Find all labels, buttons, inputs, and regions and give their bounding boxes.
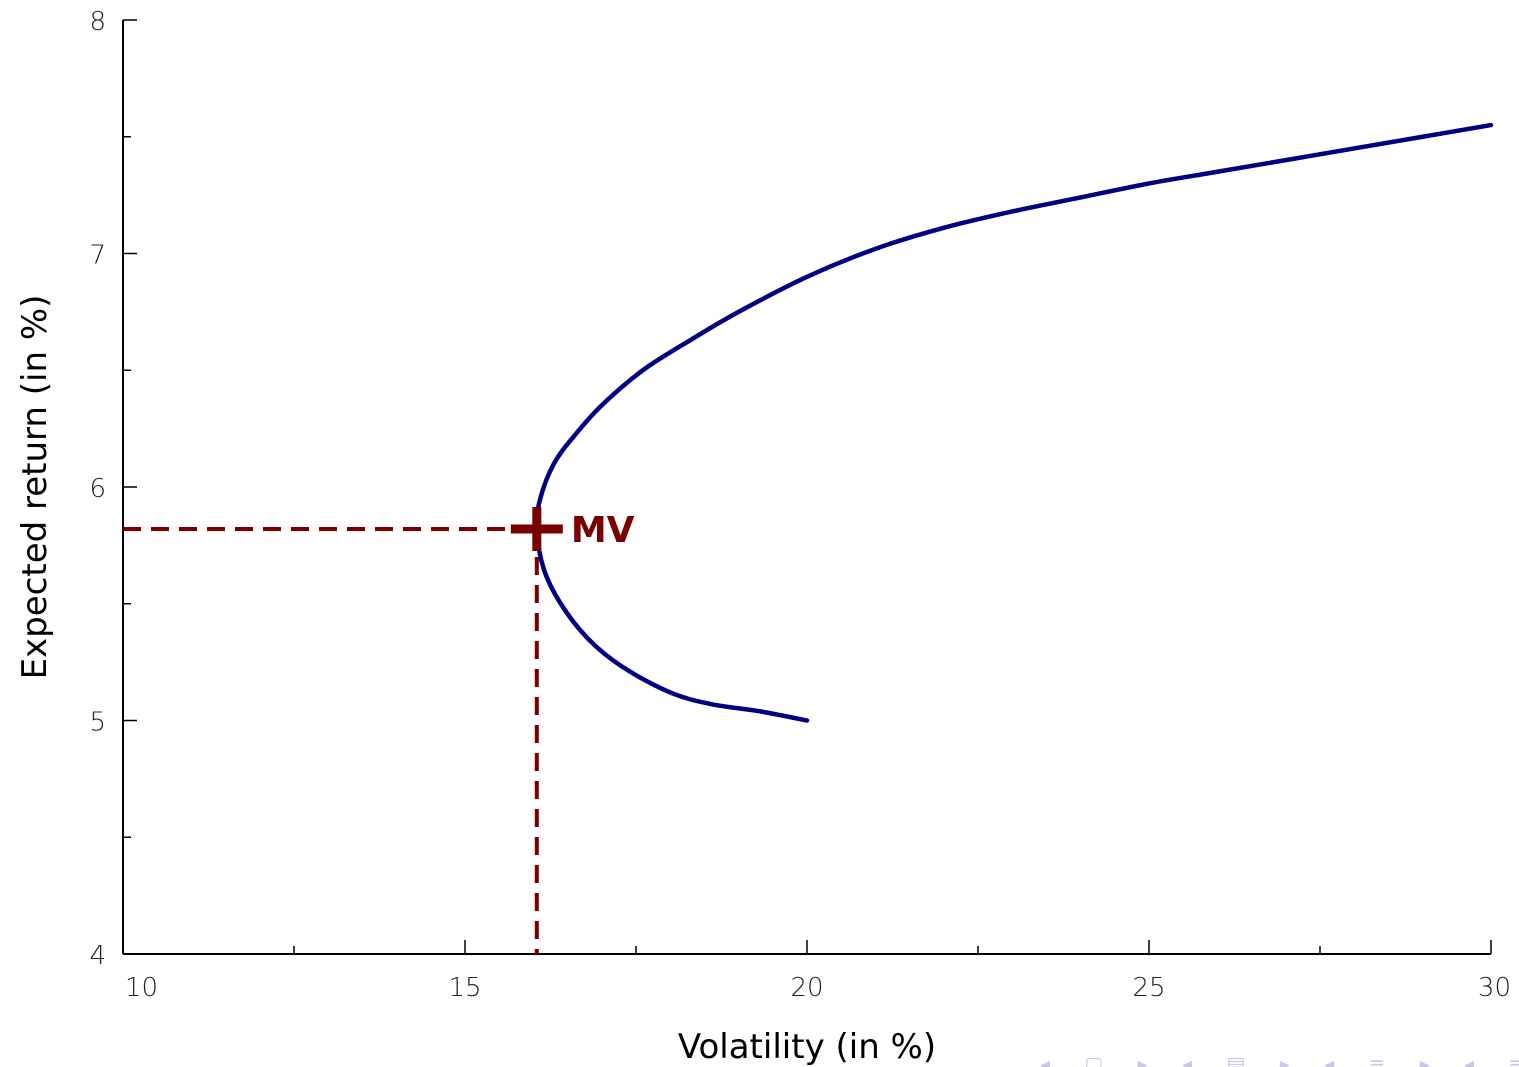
y-tick-label: 8	[89, 7, 106, 37]
series-layer	[534, 122, 1494, 723]
y-axis-title: Expected return (in %)	[15, 295, 55, 680]
y-tick-label: 6	[89, 474, 106, 504]
x-axis-title: Volatility (in %)	[678, 1027, 936, 1067]
x-tick-label: 20	[790, 973, 823, 1003]
x-tick-label: 15	[448, 973, 481, 1003]
y-tick-label: 5	[89, 708, 106, 738]
y-tick-label: 7	[89, 241, 106, 271]
slide-navigation[interactable]: ◂ ▢ ▸ ◂ ▤ ▸ ◂ ≡ ▸ ◂ ≡ ▸	[1040, 1052, 1519, 1067]
efficient-frontier-line	[534, 122, 1494, 723]
y-tick-label: 4	[89, 941, 106, 971]
ticks: 10 15 20 25 30 4 5 6 7 8	[89, 7, 1511, 1003]
x-tick-label: 30	[1478, 973, 1511, 1003]
mv-label: MV	[571, 510, 635, 551]
x-tick-label: 25	[1132, 973, 1165, 1003]
mv-marker-layer: MV	[510, 507, 635, 552]
x-tick-label: 10	[125, 973, 158, 1003]
mv-guides	[123, 527, 539, 954]
